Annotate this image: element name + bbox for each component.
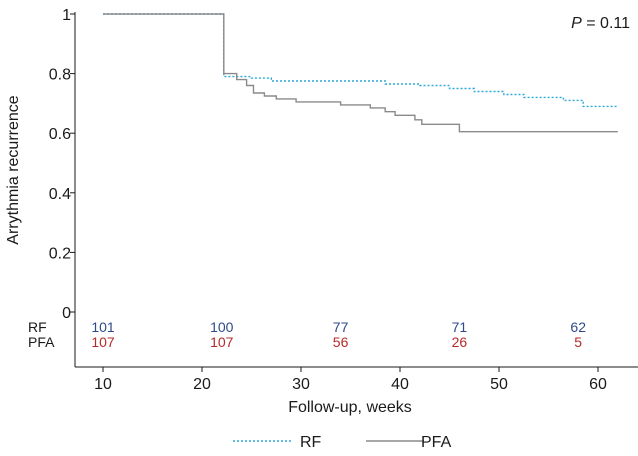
legend-label: PFA (421, 434, 452, 451)
risk-count: 71 (452, 319, 468, 335)
risk-count: 107 (91, 334, 115, 350)
legend-label: RF (300, 434, 322, 451)
x-tick-label: 60 (589, 376, 607, 393)
risk-table: RF 101 100 77 71 62 PFA 107 107 56 26 5 (28, 319, 586, 350)
x-tick-label: 40 (391, 376, 409, 393)
axes: 0 0.2 0.4 0.6 0.8 1 10 20 30 40 50 60 (49, 7, 638, 393)
risk-count: 56 (333, 334, 349, 350)
p-value-annotation: P = 0.11 (571, 15, 630, 32)
y-axis-label: Arrythmia recurrence (5, 95, 22, 244)
risk-row-label: RF (28, 319, 47, 335)
x-tick-label: 10 (94, 376, 112, 393)
x-axis-label: Follow-up, weeks (288, 399, 412, 416)
risk-count: 101 (91, 319, 115, 335)
p-value-text: = 0.11 (582, 15, 630, 32)
y-tick-label: 0.2 (49, 245, 71, 262)
y-tick-label: 1 (62, 7, 71, 24)
legend: RF PFA (233, 434, 452, 451)
series-line-rf (103, 13, 618, 108)
y-tick-label: 0 (62, 305, 71, 322)
x-tick-label: 50 (490, 376, 508, 393)
y-tick-label: 0.8 (49, 67, 71, 84)
risk-count: 5 (574, 334, 582, 350)
risk-row-label: PFA (28, 334, 55, 350)
series-layer (103, 13, 618, 133)
y-tick-label: 0.4 (49, 186, 71, 203)
risk-count: 107 (210, 334, 234, 350)
p-value-symbol: P (571, 15, 582, 32)
risk-count: 77 (333, 319, 349, 335)
risk-count: 100 (210, 319, 234, 335)
x-tick-label: 30 (292, 376, 310, 393)
risk-count: 26 (452, 334, 468, 350)
risk-count: 62 (570, 319, 586, 335)
y-tick-label: 0.6 (49, 126, 71, 143)
series-line-pfa (103, 13, 618, 133)
x-tick-label: 20 (193, 376, 211, 393)
